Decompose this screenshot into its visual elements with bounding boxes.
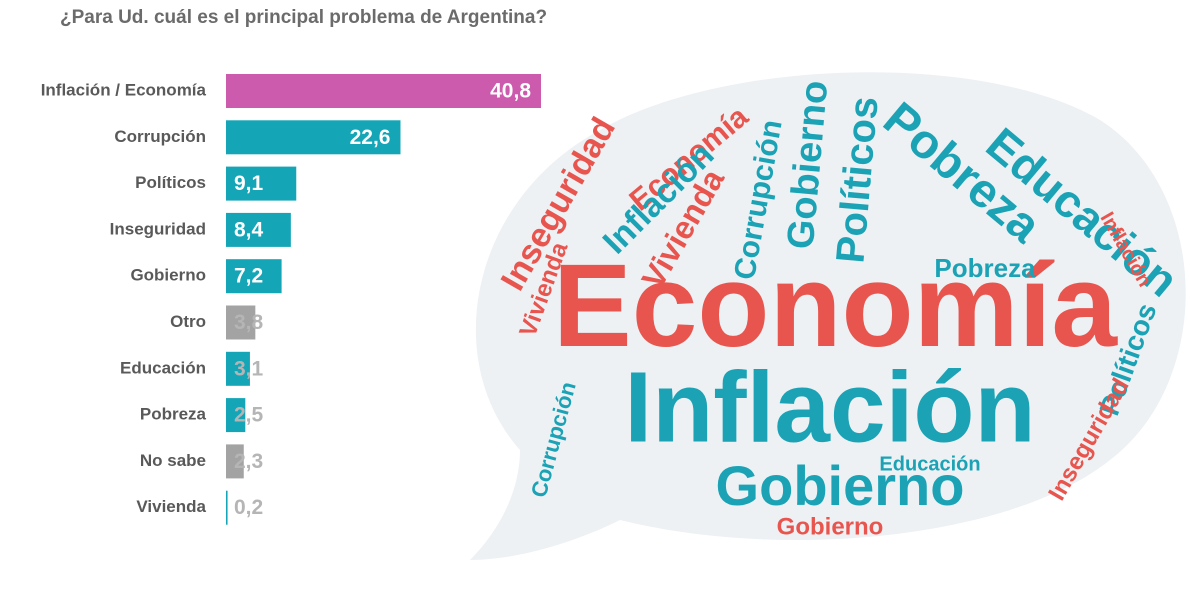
bar xyxy=(226,212,291,247)
cloud-word: Gobierno xyxy=(716,454,965,517)
cloud-word: Inflación xyxy=(624,351,1035,463)
category-label: Gobierno xyxy=(130,266,206,285)
category-label: No sabe xyxy=(140,451,206,470)
bar xyxy=(226,74,541,108)
category-label: Educación xyxy=(120,358,206,377)
value-label: 8,4 xyxy=(234,218,264,241)
value-label: 3,8 xyxy=(234,311,264,334)
value-label: 40,8 xyxy=(490,80,531,103)
cloud-word: Economía xyxy=(553,240,1118,372)
bar xyxy=(226,398,246,433)
value-label: 2,5 xyxy=(234,404,264,427)
value-label: 7,2 xyxy=(234,265,263,288)
category-label: Inflación / Economía xyxy=(41,80,207,99)
value-label: 3,1 xyxy=(234,357,264,380)
category-label: Inseguridad xyxy=(110,219,206,238)
value-label: 0,2 xyxy=(234,496,263,519)
bar xyxy=(226,490,228,525)
bar xyxy=(226,166,297,201)
chart-title: ¿Para Ud. cuál es el principal problema … xyxy=(60,7,547,28)
value-label: 22,6 xyxy=(350,126,391,149)
bar xyxy=(226,259,282,294)
category-label: Vivienda xyxy=(136,497,206,516)
cloud-word: Gobierno xyxy=(777,513,884,540)
value-label: 9,1 xyxy=(234,172,264,195)
bar xyxy=(226,351,250,386)
cloud-word: Pobreza xyxy=(934,253,1036,283)
bar xyxy=(226,120,401,155)
word-cloud: EconomíaInflaciónGobiernoPobrezaEducació… xyxy=(470,72,1188,561)
bar xyxy=(226,305,256,340)
value-label: 2,3 xyxy=(234,450,263,473)
category-label: Pobreza xyxy=(140,405,207,424)
category-label: Corrupción xyxy=(114,127,206,146)
cloud-word: Educación xyxy=(879,453,980,475)
category-label: Otro xyxy=(170,312,206,331)
speech-bubble xyxy=(470,72,1186,561)
bar xyxy=(226,444,244,479)
category-label: Políticos xyxy=(135,173,206,192)
